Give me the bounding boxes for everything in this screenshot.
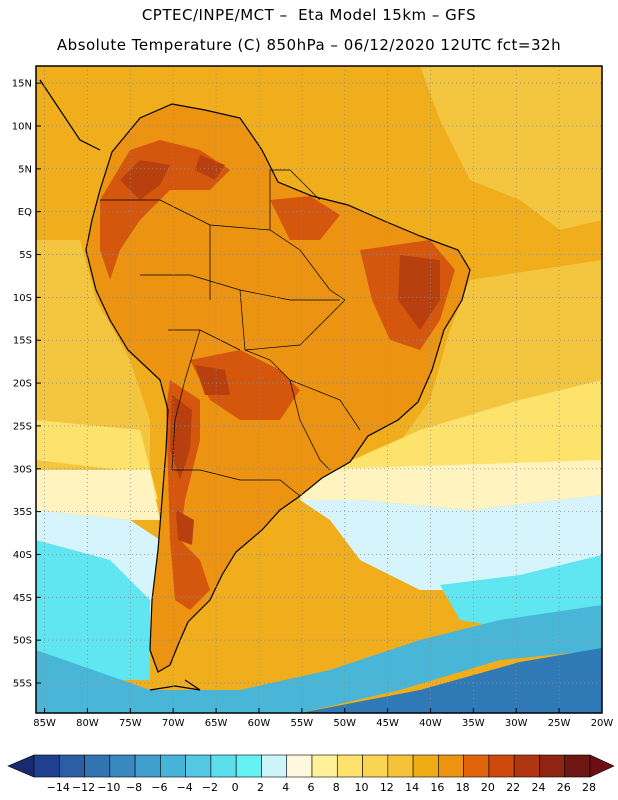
lat-label: 10S [13,293,32,304]
colorbar-swatch [336,754,363,778]
lat-label: 45S [13,593,32,604]
colorbar-swatch [185,754,212,778]
colorbar-swatch [58,754,85,778]
colorbar [7,754,615,778]
colorbar-label: 26 [557,781,571,794]
country-borders [100,169,361,497]
colorbar-swatch [235,754,262,778]
colorbar-label: −10 [97,781,120,794]
colorbar-label: 14 [405,781,419,794]
colorbar-swatch [438,754,464,778]
colorbar-swatch [488,754,515,778]
colorbar-label: 8 [333,781,340,794]
lat-label: 5N [18,164,32,175]
lon-label: 55W [291,718,314,729]
coldest-region [300,648,602,713]
lat-label: 15S [13,336,32,347]
colorbar-swatch [539,754,566,778]
lon-label: 75W [119,718,142,729]
colorbar-swatch [160,754,186,778]
colorbar-swatch [109,754,136,778]
colorbar-label: 28 [582,781,596,794]
map-title-line1: CPTEC/INPE/MCT – Eta Model 15km – GFS [141,6,477,24]
colorbar-label: 4 [282,781,289,794]
warm-ocean-band-north [420,66,602,230]
lon-label: 20W [591,718,614,729]
colorbar-swatch [261,754,288,778]
colorbar-label: 16 [430,781,444,794]
lon-label: 25W [548,718,571,729]
lat-label: 30S [13,464,32,475]
lon-label: 70W [162,718,185,729]
colorbar-label: 2 [257,781,264,794]
colorbar-swatch [84,754,111,778]
hot-land-region [100,140,455,610]
lat-label: 25S [13,421,32,432]
longitude-labels: 85W 80W 75W 70W 65W 60W 55W 50W 45W 40W 35W 30W 25W 2… [33,708,613,729]
colorbar-under-arrow [7,754,35,778]
map-title-line2: Absolute Temperature (C) 850hPa – 06/12/… [56,36,562,54]
lon-label: 60W [248,718,271,729]
cold-cyan-region [36,540,602,680]
colorbar-label: −4 [177,781,193,794]
lon-label: 85W [33,718,56,729]
colorbar-label: 6 [308,781,315,794]
colorbar-swatch [564,754,591,778]
colorbar-swatch [362,754,389,778]
colorbar-label: 12 [380,781,394,794]
lat-label: 20S [13,379,32,390]
colorbar-label: 0 [232,781,239,794]
map-frame [35,65,603,714]
colorbar-swatch [412,754,439,778]
colorbar-label: −14 [47,781,70,794]
map-field [36,66,602,713]
lon-label: 80W [76,718,99,729]
lat-label: 10N [12,121,32,132]
lon-label: 35W [462,718,485,729]
colorbar-swatch [210,754,237,778]
colorbar-labels: −14 −12 −10 −8 −6 −4 −2 0 2 4 6 8 10 12 14 16 18 20 22 24 26… [47,781,596,794]
lat-label: 35S [13,507,32,518]
colorbar-swatch [311,754,338,778]
lon-label: 50W [333,718,356,729]
lat-label: 5S [19,250,32,261]
coastline [39,79,471,691]
lat-label: 50S [13,636,32,647]
colorbar-label: −12 [72,781,95,794]
colorbar-label: 22 [506,781,520,794]
lon-label: 30W [505,718,528,729]
colorbar-label: −6 [151,781,167,794]
colorbar-label: 18 [456,781,470,794]
colorbar-swatch [33,754,60,778]
lat-label: 40S [13,550,32,561]
colorbar-swatch [463,754,490,778]
colorbar-label: −8 [126,781,142,794]
latitude-labels: 15N 10N 5N EQ 5S 10S 15S 20S 25S 30S 35S 40S 45S 50S 5… [12,79,41,690]
colorbar-label: −2 [202,781,218,794]
colorbar-label: 20 [481,781,495,794]
colorbar-swatch [286,754,313,778]
colorbar-swatch [387,754,414,778]
cold-pale-region [36,495,602,640]
colorbar-swatch [513,754,540,778]
lon-label: 65W [205,718,228,729]
colorbar-label: 10 [355,781,369,794]
colorbar-swatch [134,754,161,778]
colorbar-over-arrow [589,754,615,778]
lat-label: 15N [12,79,32,90]
lon-label: 40W [419,718,442,729]
lat-label: EQ [18,207,32,218]
lat-label: 55S [13,679,32,690]
pale-ocean-band [36,460,602,520]
cold-blue-region [36,605,602,713]
lon-label: 45W [376,718,399,729]
colorbar-label: 24 [531,781,545,794]
